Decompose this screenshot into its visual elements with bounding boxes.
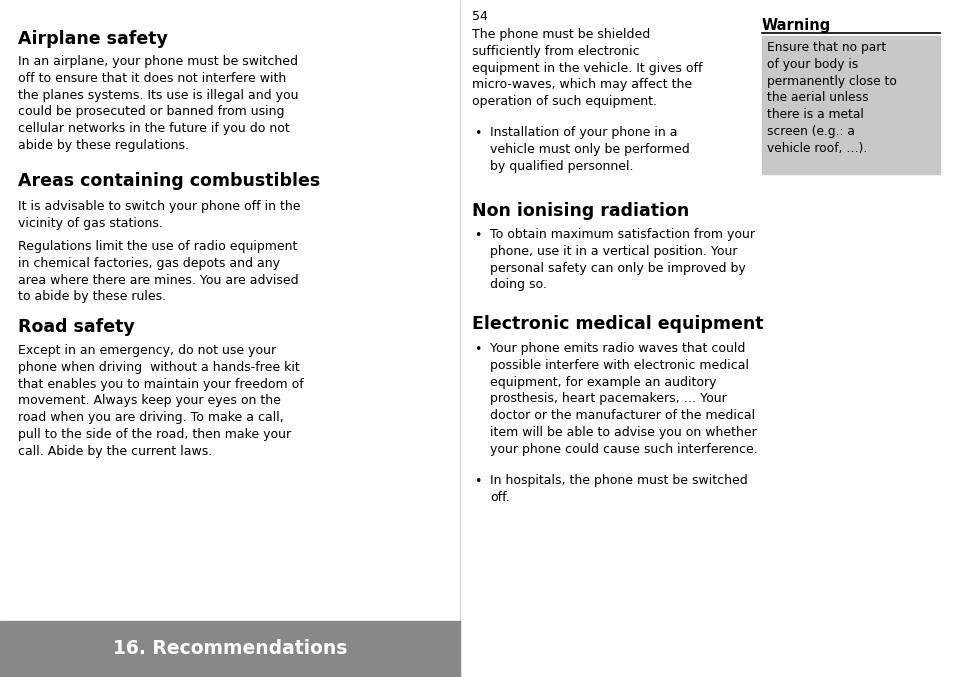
Text: Warning: Warning bbox=[761, 18, 830, 33]
Text: 54: 54 bbox=[472, 10, 487, 23]
Text: Areas containing combustibles: Areas containing combustibles bbox=[18, 172, 320, 190]
Text: Non ionising radiation: Non ionising radiation bbox=[472, 202, 688, 220]
Text: •: • bbox=[474, 475, 481, 488]
Text: In hospitals, the phone must be switched
off.: In hospitals, the phone must be switched… bbox=[490, 474, 747, 504]
Text: •: • bbox=[474, 343, 481, 356]
Bar bbox=[0, 621, 459, 677]
Text: It is advisable to switch your phone off in the
vicinity of gas stations.: It is advisable to switch your phone off… bbox=[18, 200, 300, 230]
Text: In an airplane, your phone must be switched
off to ensure that it does not inter: In an airplane, your phone must be switc… bbox=[18, 55, 298, 152]
Text: •: • bbox=[474, 127, 481, 140]
Text: Except in an emergency, do not use your
phone when driving  without a hands-free: Except in an emergency, do not use your … bbox=[18, 344, 303, 458]
Bar bbox=[761, 36, 939, 174]
Text: The phone must be shielded
sufficiently from electronic
equipment in the vehicle: The phone must be shielded sufficiently … bbox=[472, 28, 701, 108]
Text: To obtain maximum satisfaction from your
phone, use it in a vertical position. Y: To obtain maximum satisfaction from your… bbox=[490, 228, 754, 291]
Text: Road safety: Road safety bbox=[18, 318, 134, 336]
Text: Installation of your phone in a
vehicle must only be performed
by qualified pers: Installation of your phone in a vehicle … bbox=[490, 126, 689, 173]
Text: Electronic medical equipment: Electronic medical equipment bbox=[472, 315, 762, 333]
Text: •: • bbox=[474, 229, 481, 242]
Text: Your phone emits radio waves that could
possible interfere with electronic medic: Your phone emits radio waves that could … bbox=[490, 342, 757, 456]
Text: Ensure that no part
of your body is
permanently close to
the aerial unless
there: Ensure that no part of your body is perm… bbox=[766, 41, 896, 155]
Text: Airplane safety: Airplane safety bbox=[18, 30, 168, 48]
Text: 16. Recommendations: 16. Recommendations bbox=[112, 640, 347, 659]
Text: Regulations limit the use of radio equipment
in chemical factories, gas depots a: Regulations limit the use of radio equip… bbox=[18, 240, 298, 303]
